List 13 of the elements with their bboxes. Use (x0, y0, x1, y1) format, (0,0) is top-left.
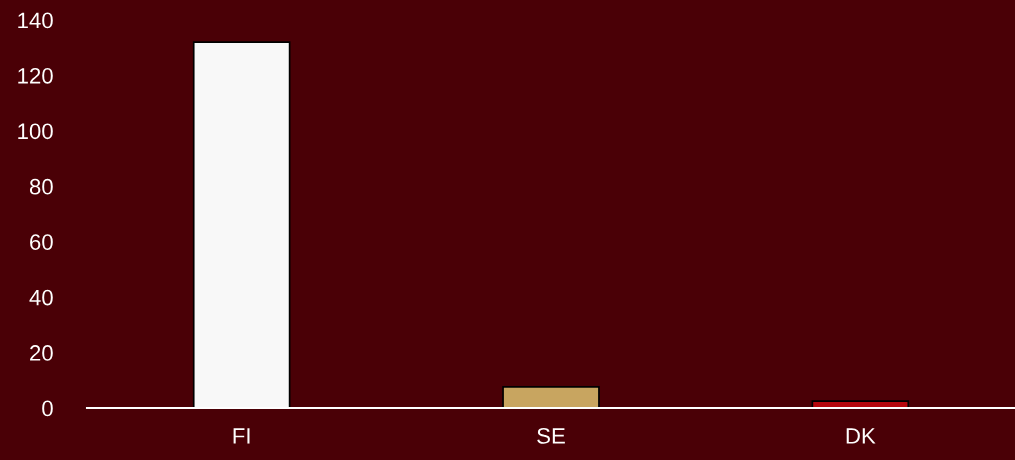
y-tick-label: 20 (30, 345, 53, 361)
y-tick-label: 120 (18, 67, 53, 84)
y-tick-label: 80 (29, 178, 53, 195)
x-tick-label: SE (537, 428, 565, 444)
x-tick-label: FI (233, 428, 250, 444)
x-tick-label: DK (846, 428, 876, 444)
y-tick-label: 60 (30, 234, 53, 250)
bar (811, 400, 910, 408)
y-tick-label: 100 (18, 123, 53, 140)
y-tick-label: 0 (42, 400, 53, 417)
bar (502, 386, 600, 408)
y-tick-label: 140 (18, 12, 53, 29)
y-tick-label: 40 (29, 289, 53, 306)
